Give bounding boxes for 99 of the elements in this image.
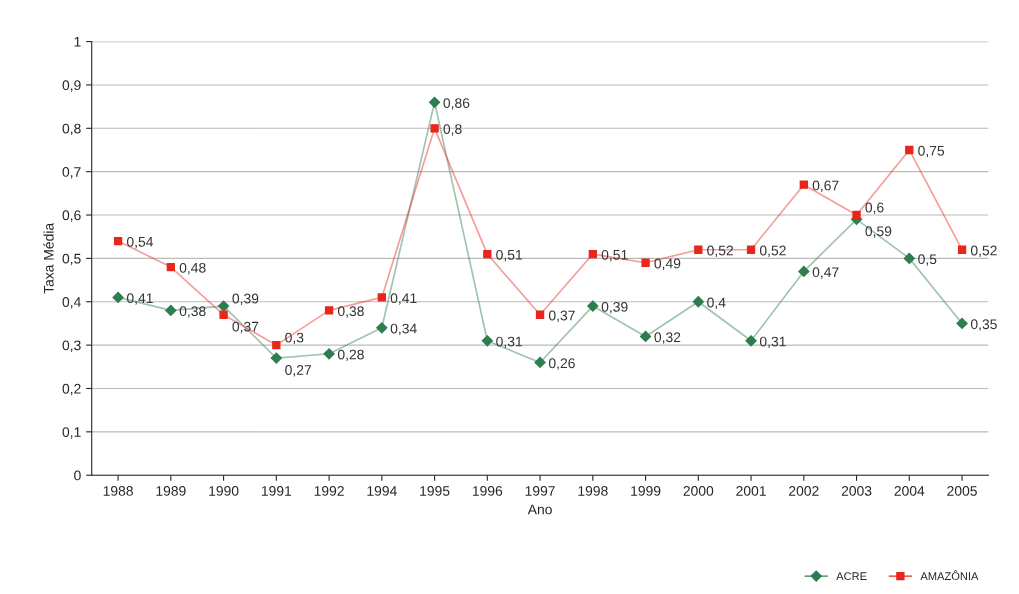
point — [324, 306, 334, 315]
point — [798, 265, 810, 278]
x-tick-label: 1990 — [209, 485, 239, 496]
data-label: 0,37 — [232, 321, 259, 334]
x-tick-label: 2004 — [894, 485, 925, 496]
x-tick-label: 1992 — [314, 485, 344, 496]
data-label: 0,28 — [337, 349, 364, 362]
point — [588, 249, 597, 259]
data-label: 0,6 — [865, 202, 884, 215]
x-tick-label: 2001 — [736, 485, 766, 496]
data-label: 0,37 — [548, 310, 575, 323]
data-label: 0,52 — [759, 245, 786, 258]
data-label: 0,41 — [126, 293, 153, 305]
x-tick-label: 2003 — [841, 485, 872, 496]
data-label: 0,86 — [443, 98, 470, 110]
point — [217, 300, 230, 312]
x-tick-label: 2005 — [947, 485, 977, 496]
data-label: 0,32 — [654, 332, 681, 344]
data-label: 0,4 — [707, 297, 726, 310]
data-label: 0,51 — [601, 249, 628, 262]
point — [270, 352, 282, 364]
x-tick-label: 2000 — [683, 485, 714, 496]
data-label: 0,31 — [759, 336, 786, 349]
data-label: 0,48 — [179, 262, 206, 275]
data-label: 0,41 — [390, 293, 417, 305]
data-label: 0,38 — [179, 306, 206, 318]
x-tick-label: 1991 — [261, 485, 292, 496]
point — [483, 249, 492, 259]
y-tick-label: 1 — [74, 37, 81, 47]
point — [534, 356, 546, 369]
y-axis-title: Taxa Média — [43, 222, 54, 294]
point — [430, 124, 439, 133]
point — [112, 291, 124, 304]
y-tick-label: 0,4 — [62, 297, 81, 309]
y-tick-label: 0 — [74, 470, 81, 481]
point — [692, 296, 704, 308]
data-label: 0,52 — [970, 245, 997, 258]
point — [272, 340, 281, 350]
point — [694, 245, 703, 254]
x-tick-label: 2002 — [789, 485, 819, 496]
legend-label: AMAZÔNIA — [920, 570, 979, 581]
data-label: 0,54 — [126, 236, 154, 249]
x-axis-title: Ano — [527, 504, 552, 515]
point — [852, 210, 861, 220]
y-tick-label: 0,7 — [62, 167, 81, 179]
legend-label: ACRE — [836, 572, 867, 581]
y-tick-label: 0,6 — [62, 210, 81, 222]
point — [113, 236, 123, 246]
point — [746, 245, 756, 254]
point — [639, 330, 652, 343]
point — [957, 245, 967, 254]
point — [428, 96, 441, 108]
x-tick-label: 1999 — [631, 485, 661, 496]
x-tick-label: 1988 — [103, 485, 133, 496]
data-label: 0,39 — [232, 293, 259, 306]
point — [376, 322, 388, 334]
data-label: 0,47 — [812, 267, 839, 279]
data-label: 0,27 — [285, 365, 311, 377]
x-tick-label: 1998 — [578, 485, 608, 496]
data-label: 0,38 — [337, 306, 364, 318]
x-tick-label: 1994 — [367, 485, 397, 496]
point — [587, 300, 599, 312]
point — [641, 258, 650, 267]
x-tick-label: 1989 — [156, 485, 186, 496]
y-tick-label: 0,3 — [62, 340, 81, 352]
data-label: 0,75 — [918, 145, 945, 158]
data-label: 0,31 — [496, 336, 523, 349]
data-label: 0,26 — [548, 358, 575, 370]
point — [323, 348, 335, 360]
point — [745, 335, 757, 347]
data-label: 0,51 — [496, 249, 523, 262]
point — [903, 252, 915, 264]
point — [377, 293, 386, 302]
point — [905, 145, 914, 155]
point — [219, 310, 228, 319]
x-tick-label: 1997 — [525, 485, 555, 496]
data-label: 0,3 — [285, 332, 304, 345]
x-tick-label: 1996 — [472, 485, 503, 496]
data-label: 0,52 — [707, 245, 733, 258]
data-label: 0,49 — [654, 258, 681, 271]
x-tick-label: 1995 — [420, 485, 450, 496]
y-tick-label: 0,8 — [62, 123, 81, 136]
data-label: 0,5 — [918, 254, 937, 266]
point — [535, 310, 545, 319]
data-label: 0,67 — [812, 180, 839, 193]
y-tick-label: 0,1 — [62, 427, 81, 439]
data-label: 0,8 — [443, 124, 462, 136]
point — [165, 304, 177, 317]
point — [956, 317, 968, 330]
y-tick-label: 0,2 — [62, 383, 81, 396]
data-label: 0,59 — [865, 226, 892, 238]
y-tick-label: 0,5 — [62, 253, 81, 266]
data-label: 0,39 — [601, 301, 628, 314]
data-label: 0,34 — [390, 323, 417, 336]
point — [166, 262, 175, 272]
y-tick-label: 0,9 — [62, 80, 81, 92]
data-label: 0,35 — [970, 319, 997, 331]
point — [799, 180, 808, 189]
point — [481, 335, 493, 347]
